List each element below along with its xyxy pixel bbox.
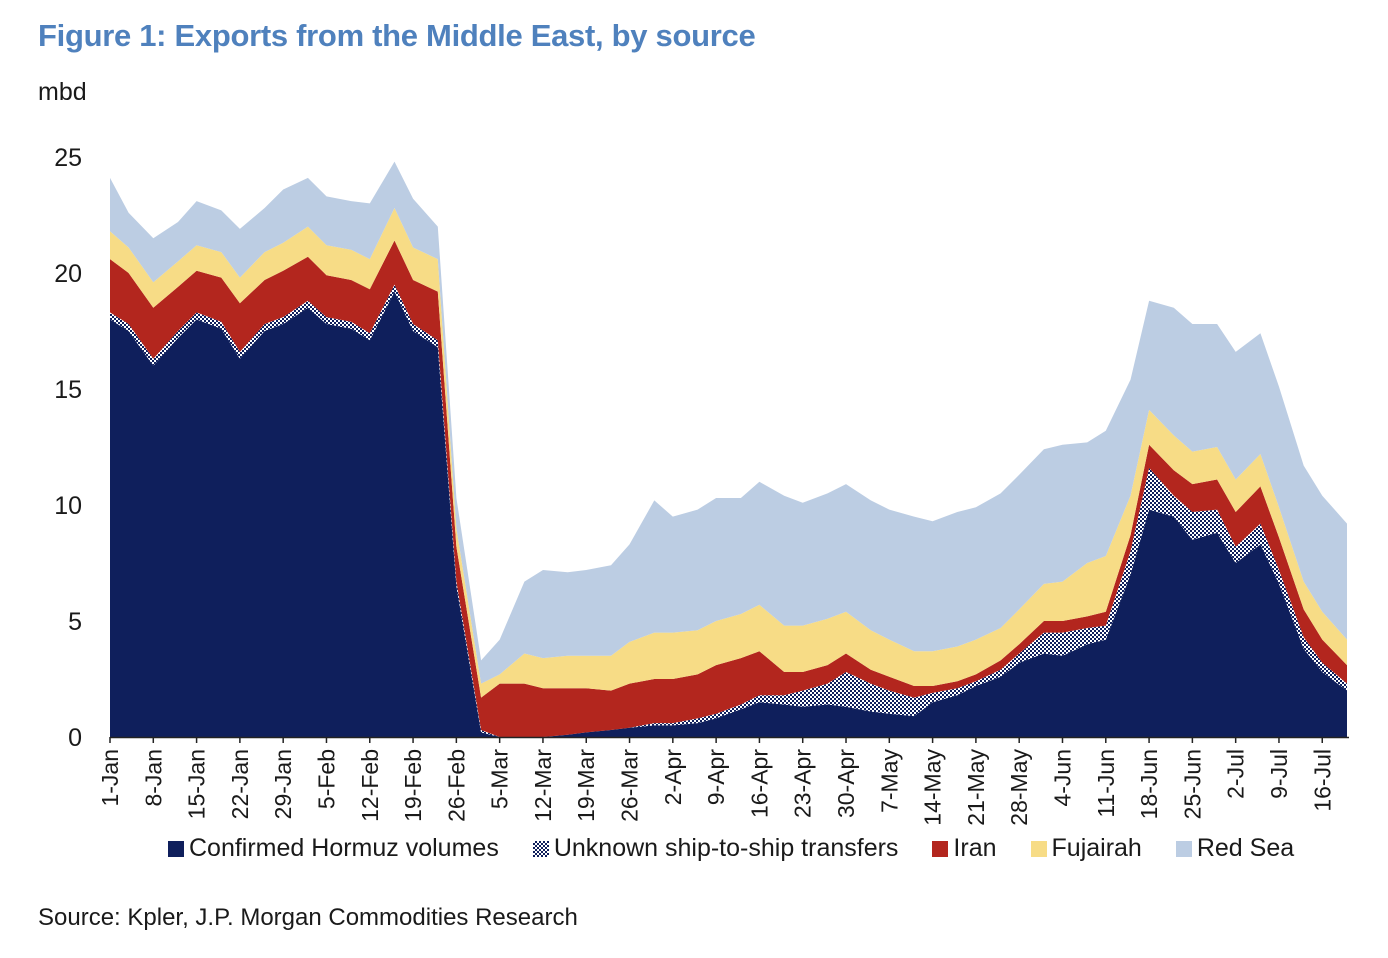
x-tick-label: 5-Feb bbox=[314, 749, 340, 809]
legend-label: Fujairah bbox=[1051, 834, 1142, 862]
y-tick-label: 15 bbox=[54, 376, 82, 404]
source-note: Source: Kpler, J.P. Morgan Commodities R… bbox=[38, 904, 578, 931]
x-tick-label: 12-Feb bbox=[357, 749, 383, 822]
y-axis-unit-label: mbd bbox=[38, 78, 87, 106]
chart-title: Figure 1: Exports from the Middle East, … bbox=[38, 18, 756, 53]
area-series-group bbox=[110, 161, 1347, 737]
x-tick-label: 22-Jan bbox=[227, 749, 253, 819]
legend: Confirmed Hormuz volumes Unknown ship-to-… bbox=[168, 834, 1294, 863]
x-tick-label: 9-Apr bbox=[703, 749, 729, 806]
x-tick-label: 14-May bbox=[920, 749, 946, 826]
stacked-area-chart: 0 5 10 15 20 25 1-Jan 8-Jan 15-Jan 22-Jan 29-Jan 5… bbox=[54, 144, 1349, 826]
x-tick-label: 7-May bbox=[876, 749, 902, 813]
x-tick-label: 16-Apr bbox=[746, 749, 772, 818]
legend-item-iran: Iran bbox=[932, 834, 997, 863]
x-tick-label: 8-Jan bbox=[140, 749, 166, 807]
x-tick-label: 19-Mar bbox=[573, 749, 599, 822]
x-tick-label: 1-Jan bbox=[97, 749, 123, 807]
x-tick-label: 15-Jan bbox=[184, 749, 210, 819]
area-hormuz bbox=[110, 291, 1347, 737]
x-tick-label: 2-Apr bbox=[660, 749, 686, 806]
x-tick-label: 4-Jun bbox=[1050, 749, 1076, 807]
legend-swatch-sts bbox=[532, 840, 549, 857]
legend-swatch-fujairah bbox=[1030, 840, 1047, 857]
x-tick-label: 18-Jun bbox=[1136, 749, 1162, 819]
y-axis: 0 5 10 15 20 25 bbox=[54, 144, 82, 752]
legend-swatch-hormuz bbox=[168, 840, 184, 857]
y-tick-label: 20 bbox=[54, 260, 82, 288]
legend-swatch-redsea bbox=[1175, 840, 1192, 857]
x-tick-label: 2-Jul bbox=[1223, 749, 1249, 799]
legend-label: Red Sea bbox=[1196, 834, 1295, 862]
x-tick-label: 28-May bbox=[1006, 749, 1032, 826]
y-tick-label: 10 bbox=[54, 492, 82, 520]
y-tick-label: 25 bbox=[54, 144, 82, 172]
x-tick-label: 19-Feb bbox=[400, 749, 426, 822]
x-tick-label: 30-Apr bbox=[833, 749, 859, 818]
legend-item-sts: Unknown ship-to-ship transfers bbox=[532, 834, 899, 863]
legend-swatch-iran bbox=[932, 840, 949, 857]
x-tick-label: 21-May bbox=[963, 749, 989, 826]
x-tick-label: 23-Apr bbox=[790, 749, 816, 818]
y-tick-label: 5 bbox=[68, 608, 82, 636]
legend-item-hormuz: Confirmed Hormuz volumes bbox=[168, 834, 499, 863]
legend-label: Unknown ship-to-ship transfers bbox=[553, 834, 899, 862]
x-tick-label: 16-Jul bbox=[1309, 749, 1335, 812]
y-tick-label: 0 bbox=[68, 724, 82, 752]
x-tick-label: 5-Mar bbox=[487, 749, 513, 809]
x-tick-label: 9-Jul bbox=[1266, 749, 1292, 799]
x-tick-label: 11-Jun bbox=[1093, 749, 1119, 818]
x-tick-label: 26-Feb bbox=[443, 749, 469, 822]
x-tick-label: 26-Mar bbox=[617, 749, 643, 822]
legend-label: Confirmed Hormuz volumes bbox=[189, 834, 499, 862]
legend-label: Iran bbox=[953, 834, 997, 862]
x-tick-label: 12-Mar bbox=[530, 749, 556, 822]
x-tick-label: 29-Jan bbox=[270, 749, 296, 819]
x-tick-label: 25-Jun bbox=[1179, 749, 1205, 819]
legend-item-redsea: Red Sea bbox=[1175, 834, 1295, 863]
x-axis: 1-Jan 8-Jan 15-Jan 22-Jan 29-Jan 5-Feb 12-Feb 1… bbox=[97, 736, 1349, 826]
area-redsea bbox=[110, 161, 1347, 684]
legend-item-fujairah: Fujairah bbox=[1030, 834, 1142, 863]
